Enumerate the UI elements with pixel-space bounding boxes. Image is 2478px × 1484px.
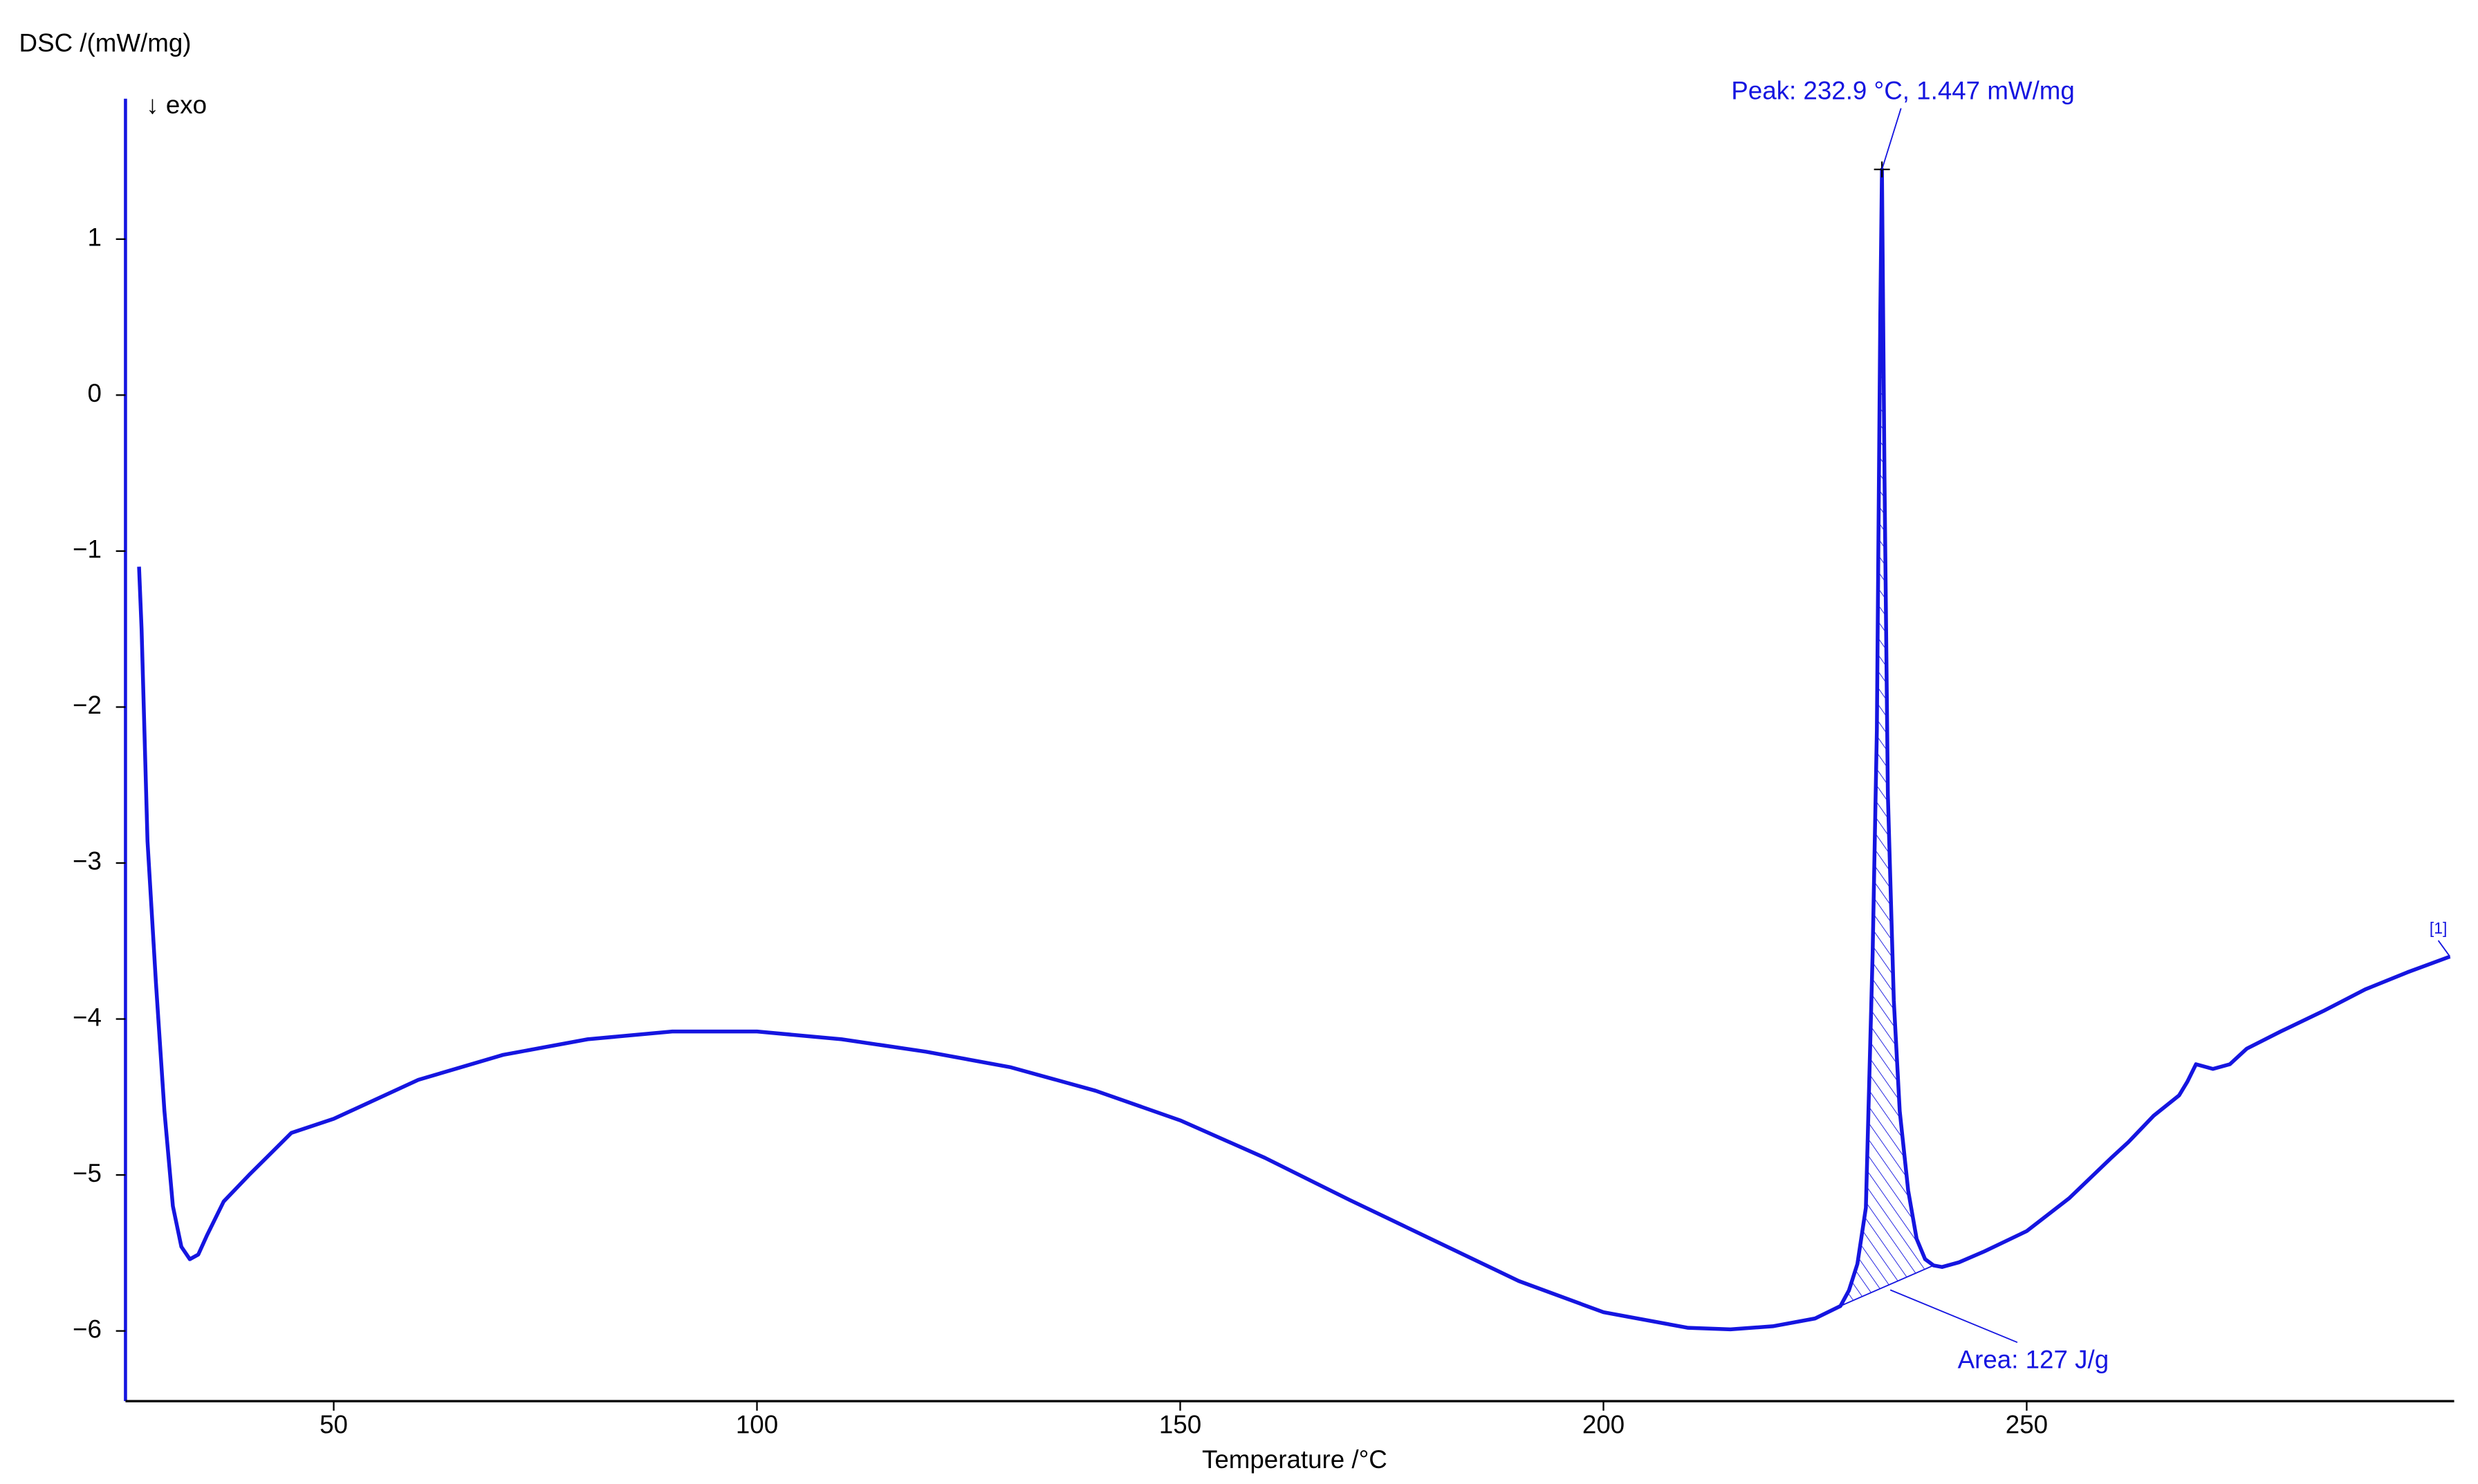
peak-marker [1874,161,1890,178]
peak-leader [1881,108,1902,170]
x-tick-label: 150 [1159,1411,1201,1439]
series-tag: [1] [2430,919,2448,937]
x-tick-label: 200 [1582,1411,1625,1439]
y-tick-label: −3 [73,847,102,875]
x-tick-label: 100 [736,1411,778,1439]
area-leader [1889,1289,2018,1344]
dsc-curve [137,167,2451,1332]
y-tick-label: 0 [88,379,102,407]
area-annotation: Area: 127 J/g [1958,1345,2109,1373]
y-tick-label: −6 [73,1315,102,1343]
exo-note: ↓ exo [146,91,207,119]
x-axis-label: Temperature /°C [1202,1445,1387,1474]
y-tick-label: −4 [73,1003,102,1031]
x-tick-label: 250 [2006,1411,2048,1439]
y-axis-label: DSC /(mW/mg) [19,28,192,57]
y-tick-label: −1 [73,535,102,564]
x-tick-label: 50 [320,1411,348,1439]
peak-annotation: Peak: 232.9 °C, 1.447 mW/mg [1731,76,2075,104]
y-tick-label: −2 [73,691,102,719]
y-tick-label: −5 [73,1159,102,1187]
y-tick-label: 1 [88,223,102,251]
peak-baseline [1840,1265,1934,1307]
series-leader [2437,940,2451,957]
